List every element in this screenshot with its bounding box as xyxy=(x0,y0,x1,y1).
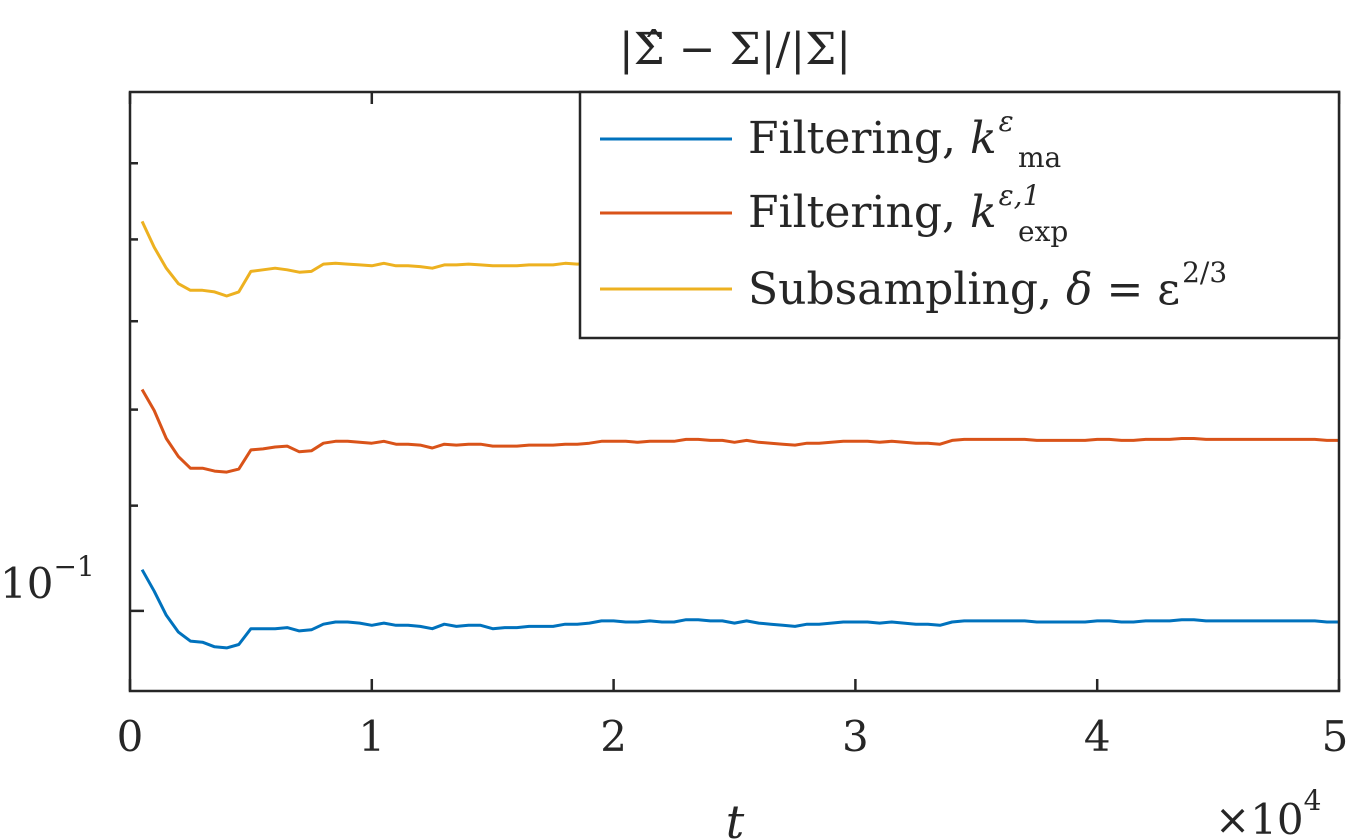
x-tick-label-4: 4 xyxy=(1084,712,1111,761)
legend-label-2-var: δ xyxy=(1066,264,1093,315)
legend-label-0-sub: ma xyxy=(1018,141,1061,174)
x-tick-label-3: 3 xyxy=(842,712,869,761)
legend-label-0-base: Filtering, xyxy=(748,113,970,164)
legend-label-2-sup: 2/3 xyxy=(1182,256,1227,289)
chart-title: |Σ̂ − Σ|/|Σ| xyxy=(619,24,851,75)
legend: Filtering, kεma Filtering, kε,1 exp Subsa… xyxy=(578,90,1341,340)
legend-label-subsampling: Subsampling, δ = ε2/3 xyxy=(748,256,1227,315)
legend-box xyxy=(578,90,1341,340)
legend-entry-filtering-exp: Filtering, kε,1 exp xyxy=(600,179,1068,248)
legend-label-1-sup: ε,1 xyxy=(999,179,1041,212)
chart-title-text: |Σ̂ − Σ|/|Σ| xyxy=(619,24,851,75)
x-tick-label-2: 2 xyxy=(600,712,627,761)
legend-label-1-var: k xyxy=(970,187,997,238)
x-tick-label-5: 5 xyxy=(1322,712,1349,761)
y-tick-label-exponent: −1 xyxy=(53,550,94,583)
x-axis-label: t xyxy=(726,795,745,840)
x-tick-label-0: 0 xyxy=(117,712,144,761)
legend-label-filtering-ma: Filtering, kεma xyxy=(748,105,1061,174)
legend-label-2-base: Subsampling, xyxy=(748,264,1066,315)
svg-text:10−1: 10−1 xyxy=(0,550,95,608)
tick-layer: 0 1 2 3 4 5 xyxy=(117,92,1349,761)
x-multiplier-exponent: 4 xyxy=(1304,784,1322,817)
legend-label-filtering-exp: Filtering, kε,1 exp xyxy=(748,179,1068,248)
y-tick-label: 10−1 xyxy=(0,550,95,608)
legend-label-0-var: k xyxy=(970,113,997,164)
legend-label-1-sub: exp xyxy=(1018,215,1068,248)
legend-entry-filtering-ma: Filtering, kεma xyxy=(600,105,1061,174)
x-axis-multiplier: ×104 xyxy=(1215,784,1321,840)
legend-label-0-sup: ε xyxy=(999,105,1014,138)
legend-entry-subsampling: Subsampling, δ = ε2/3 xyxy=(600,256,1227,315)
legend-label-1-base: Filtering, xyxy=(748,187,970,238)
svg-text:×104: ×104 xyxy=(1215,784,1321,840)
series-line-0 xyxy=(140,568,1339,650)
y-tick-label-base: 10 xyxy=(0,559,53,608)
x-tick-label-1: 1 xyxy=(358,712,385,761)
legend-label-2-eq: = ε xyxy=(1092,264,1180,315)
series-line-1 xyxy=(140,388,1339,474)
x-multiplier-label: ×10 xyxy=(1215,795,1304,840)
